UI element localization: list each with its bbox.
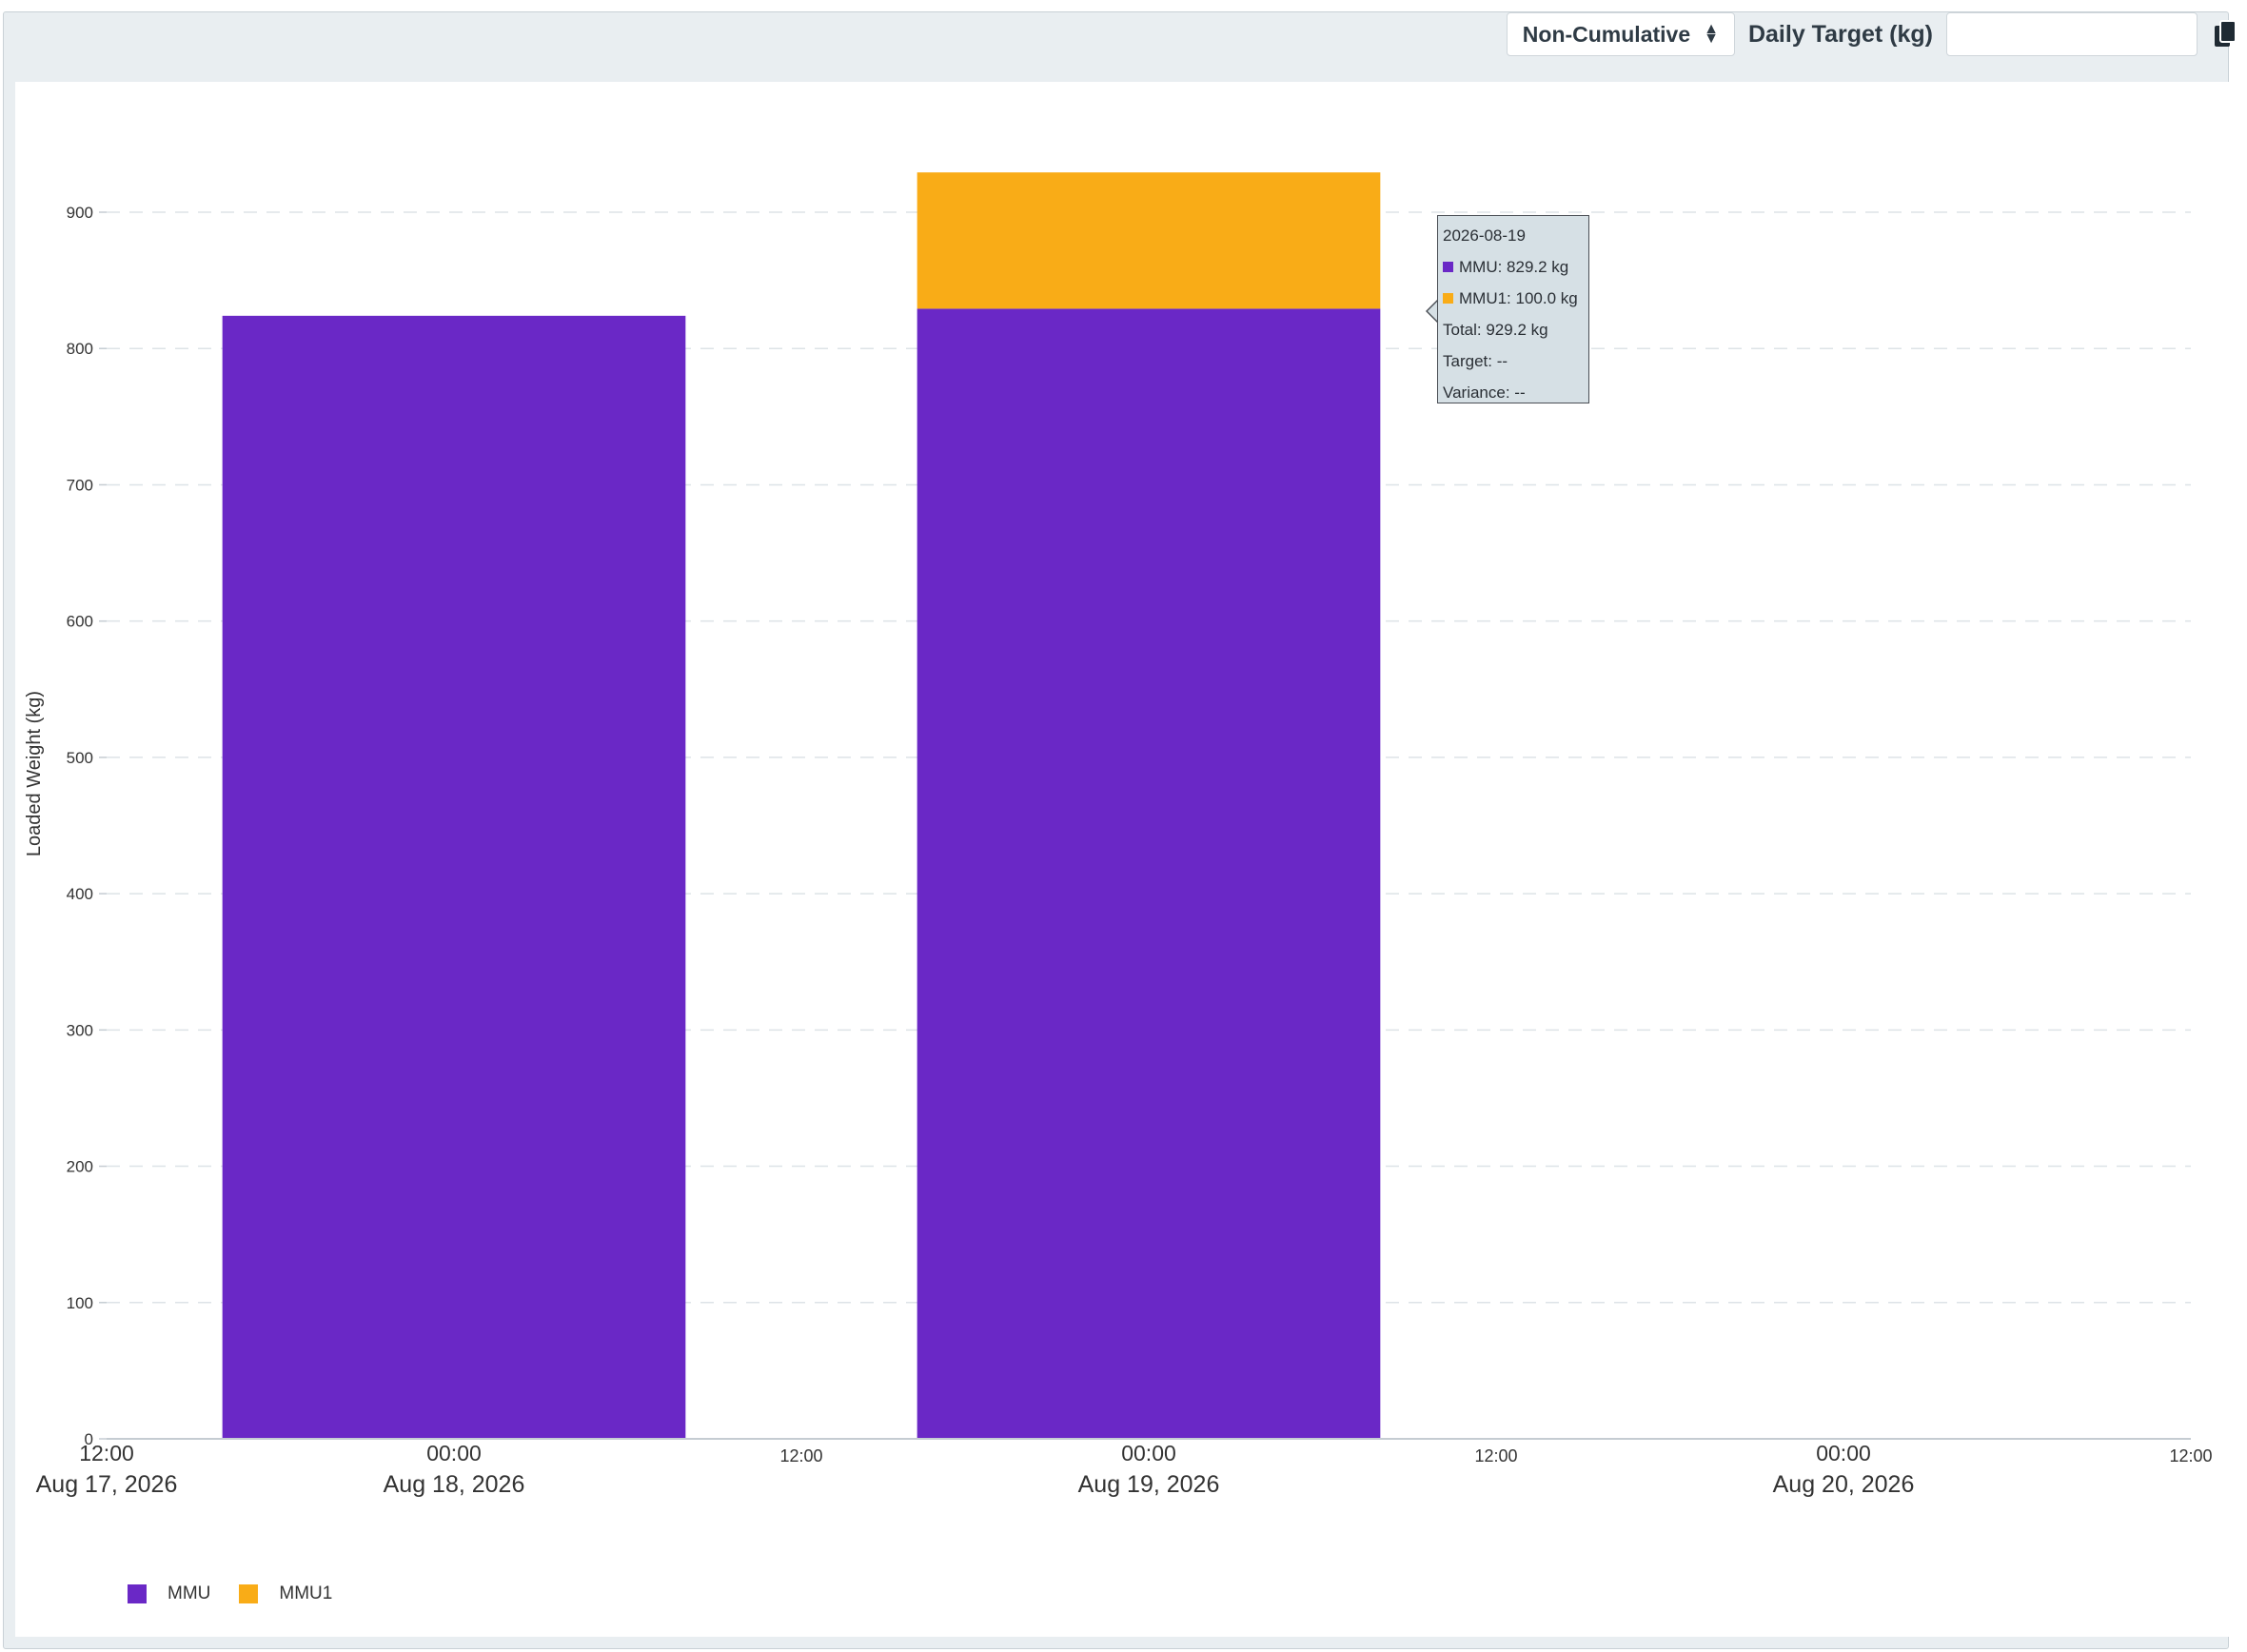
y-axis-label: Loaded Weight (kg): [24, 691, 45, 856]
chart-toolbar: Non-Cumulative ▲ ▼ Daily Target (kg): [1506, 11, 2239, 57]
legend-label-mmu1: MMU1: [279, 1583, 333, 1603]
x-tick-label: 12:00: [1474, 1446, 1517, 1465]
daily-target-label: Daily Target (kg): [1747, 20, 1933, 48]
bar-mmu-2026-08-19: [917, 308, 1381, 1439]
tooltip-row-mmu1: MMU1: 100.0 kg: [1443, 283, 1584, 314]
y-tick-label: 800: [67, 340, 93, 358]
bar-mmu1-2026-08-19: [917, 172, 1381, 309]
y-tick-label: 400: [67, 885, 93, 903]
tooltip-variance: Variance: --: [1443, 384, 1526, 402]
x-tick-label: 00:00: [1816, 1441, 1871, 1465]
mode-select-value: Non-Cumulative: [1522, 21, 1691, 47]
x-tick-label: 12:00: [79, 1441, 134, 1465]
x-tick-date-label: Aug 20, 2026: [1773, 1471, 1915, 1498]
x-tick-date-label: Aug 17, 2026: [36, 1471, 178, 1498]
bar-chart: 0 100 200 300 400 500 600 700 800 900 12:00 Aug 17,…: [24, 172, 2213, 1498]
legend-label-mmu: MMU: [168, 1583, 211, 1603]
y-tick-label: 0: [85, 1430, 93, 1448]
y-tick-label: 100: [67, 1294, 93, 1312]
x-tick-date-label: Aug 18, 2026: [384, 1471, 525, 1498]
tooltip-row-mmu: MMU: 829.2 kg: [1443, 251, 1584, 283]
y-tick-label: 300: [67, 1021, 93, 1039]
legend-swatch-mmu: [128, 1584, 147, 1603]
tooltip-target: Target: --: [1443, 352, 1508, 370]
x-tick-date-label: Aug 19, 2026: [1078, 1471, 1220, 1498]
y-tick-label: 700: [67, 476, 93, 494]
y-tick-label: 600: [67, 613, 93, 631]
tooltip-mmu: MMU: 829.2 kg: [1459, 258, 1569, 276]
x-tick-label: 00:00: [426, 1441, 482, 1465]
mmu1-swatch: [1443, 293, 1453, 304]
legend-swatch-mmu1: [239, 1584, 259, 1603]
x-tick-label: 12:00: [2169, 1446, 2212, 1465]
daily-target-input[interactable]: [1946, 12, 2198, 56]
x-tick-label: 12:00: [779, 1446, 822, 1465]
bar-tooltip: 2026-08-19 MMU: 829.2 kg MMU1: 100.0 kg …: [1437, 215, 1589, 403]
copy-icon[interactable]: [2211, 18, 2239, 50]
y-tick-label: 900: [67, 204, 93, 222]
y-tick-label: 200: [67, 1158, 93, 1176]
sort-arrows-icon: ▲ ▼: [1704, 21, 1719, 47]
mmu-swatch: [1443, 262, 1453, 272]
chart-legend: MMU MMU1: [128, 1583, 332, 1604]
x-tick-label: 00:00: [1121, 1441, 1176, 1465]
tooltip-date: 2026-08-19: [1443, 226, 1526, 245]
bar-mmu-2026-08-18: [222, 315, 686, 1439]
bars: [222, 172, 1381, 1439]
tooltip-caret: [1426, 300, 1437, 323]
tooltip-mmu1: MMU1: 100.0 kg: [1459, 289, 1578, 307]
mode-select[interactable]: Non-Cumulative ▲ ▼: [1506, 12, 1735, 56]
legend-item-mmu[interactable]: MMU: [128, 1583, 210, 1604]
legend-item-mmu1[interactable]: MMU1: [239, 1583, 332, 1604]
y-tick-label: 500: [67, 749, 93, 767]
axes: 0 100 200 300 400 500 600 700 800 900 12:00 Aug 17,…: [36, 204, 2213, 1498]
tooltip-total: Total: 929.2 kg: [1443, 321, 1548, 339]
chart-panel: 0 100 200 300 400 500 600 700 800 900 12:00 Aug 17,…: [15, 82, 2231, 1637]
